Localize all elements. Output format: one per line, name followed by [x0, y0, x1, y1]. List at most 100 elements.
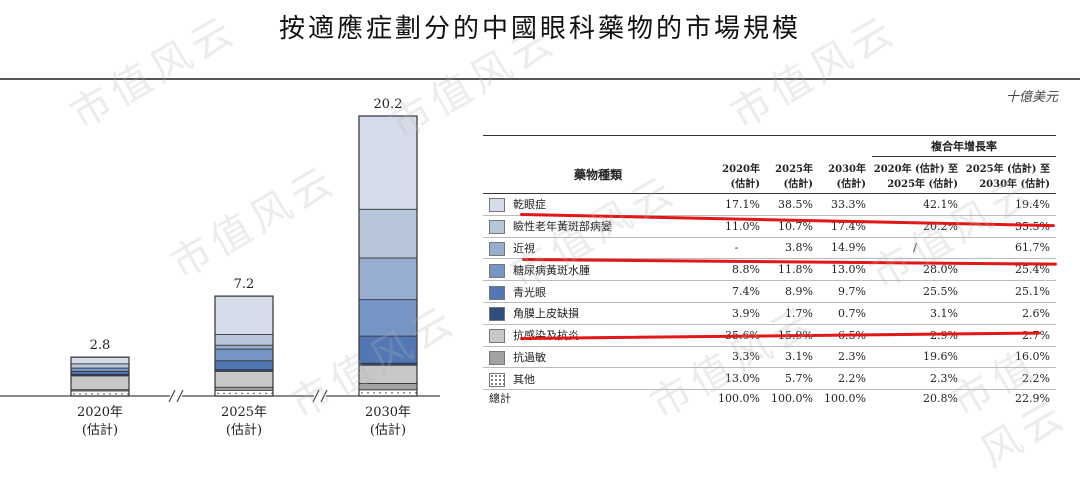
other-pattern-dot: [217, 392, 219, 395]
title-divider: [0, 78, 1080, 80]
row-label: 瞼性老年黃斑部病變: [483, 215, 713, 238]
table-cell: 19.4%: [964, 193, 1056, 216]
other-pattern-dot: [385, 392, 387, 394]
category-header: 藥物種類: [573, 168, 622, 183]
other-pattern-dot: [103, 393, 105, 395]
col-2030-header: 2030年 (估計): [828, 163, 866, 190]
x-tick-sublabel: (估計): [370, 422, 406, 438]
legend-swatch: [489, 263, 505, 278]
row-label: 乾眼症: [483, 193, 713, 216]
other-pattern-dot: [127, 393, 129, 395]
legend-swatch: [489, 372, 505, 387]
other-pattern-dot: [367, 392, 369, 394]
other-pattern-dot: [241, 392, 243, 395]
table-cell: 17.1%: [713, 193, 766, 216]
col-cagr-2025-2030-header: 2025年 (估計) 至 2030年 (估計): [965, 164, 1050, 190]
other-pattern-dot: [229, 392, 231, 395]
table-cell: 7.4%: [713, 280, 766, 303]
legend-swatch: [489, 350, 505, 365]
bar-segment-dme: [358, 299, 418, 337]
x-tick-sublabel: (估計): [226, 422, 262, 438]
total-cell: 100.0%: [718, 391, 760, 405]
other-pattern-dot: [373, 392, 375, 394]
legend-swatch: [489, 220, 505, 235]
table-cell: 3.8%: [766, 237, 819, 260]
other-pattern-dot: [115, 393, 117, 395]
other-pattern-dot: [361, 392, 363, 394]
legend-swatch: [489, 198, 505, 213]
row-name: 其他: [513, 372, 535, 386]
table-row: 近視 -3.8% 14.9%/61.7%: [483, 237, 1056, 260]
other-pattern-dot: [97, 393, 99, 395]
table-cell: 25.5%: [872, 280, 964, 303]
bar-segment-glaucoma: [70, 371, 130, 375]
axis-break-mark: [320, 389, 328, 403]
table-cell: 14.9%: [819, 237, 872, 260]
table-cell: 11.8%: [766, 258, 819, 282]
table-cell: 2.6%: [964, 302, 1056, 325]
bar-segment-glaucoma: [214, 360, 274, 371]
row-label: 角膜上皮缺損: [483, 302, 713, 325]
bar-segment-infection: [358, 364, 418, 384]
table-cell: 42.1%: [872, 193, 964, 216]
x-tick-label: 2030年: [365, 405, 411, 420]
bar-total-label: 20.2: [374, 97, 403, 112]
table-row: 乾眼症 17.1% 38.5% 33.3% 42.1% 19.4%: [483, 193, 1056, 216]
table-cell: 38.5%: [766, 193, 819, 216]
bar-segment-mgd: [358, 208, 418, 259]
table-cell: -: [713, 237, 766, 260]
table-cell: 13.0%: [819, 258, 872, 282]
x-tick-label: 2020年: [77, 405, 123, 420]
axis-break-mark: [168, 389, 176, 403]
other-pattern-dot: [259, 392, 261, 395]
table-cell: 33.3%: [819, 193, 872, 216]
other-pattern-dot: [253, 392, 255, 395]
total-row: 總計 100.0% 100.0% 100.0% 20.8% 22.9%: [483, 390, 1056, 407]
col-2020-header: 2020年 (估計): [722, 163, 760, 190]
table-cell: 8.9%: [766, 280, 819, 303]
stacked-bar-chart: 2.8 2020年 (估計) 7.2 2025年 (估計) 20.2 2030年 (估計): [0, 97, 440, 438]
bar-segment-allergy: [214, 386, 274, 391]
table-cell: 3.1%: [766, 346, 819, 369]
other-pattern-dot: [379, 392, 381, 394]
table-cell: 2.3%: [872, 367, 964, 391]
table-cell: 3.9%: [713, 302, 766, 325]
table-row: 抗過敏 3.3% 3.1% 2.3% 19.6% 16.0%: [483, 346, 1056, 369]
bar-total-label: 7.2: [234, 277, 255, 292]
bar-segment-myopia: [214, 344, 274, 350]
table-cell: 2.3%: [819, 346, 872, 369]
bar-segment-infection: [70, 375, 130, 391]
table-cell: 2.2%: [819, 367, 872, 391]
row-label: 糖尿病黃斑水腫: [483, 258, 713, 282]
legend-swatch: [489, 241, 505, 256]
bar-segment-dme: [214, 348, 274, 362]
table-cell: 5.7%: [766, 367, 819, 391]
bar-total-label: 2.8: [90, 338, 111, 353]
other-pattern-dot: [85, 393, 87, 395]
table-cell: 1.7%: [766, 302, 819, 325]
bar-segment-allergy: [358, 382, 418, 391]
row-name: 糖尿病黃斑水腫: [513, 263, 590, 277]
axis-break-mark: [312, 389, 320, 403]
col-cagr-2020-2025-header: 2020年 (估計) 至 2025年 (估計): [873, 164, 958, 190]
row-label: 近視: [483, 237, 713, 260]
axis-break-mark: [176, 389, 184, 403]
row-label: 青光眼: [483, 280, 713, 303]
total-cell: 100.0%: [771, 391, 813, 405]
table-row: 青光眼 7.4% 8.9% 9.7% 25.5% 25.1%: [483, 280, 1056, 303]
page-title: 按適應症劃分的中國眼科藥物的市場規模: [278, 14, 801, 44]
table-cell: 2.2%: [964, 367, 1056, 391]
row-label: 抗過敏: [483, 346, 713, 369]
bar-segment-dme: [70, 367, 130, 372]
unit-label: 十億美元: [1005, 90, 1058, 105]
bar-outline: [70, 356, 130, 397]
bar-segment-glaucoma: [358, 335, 418, 364]
other-pattern-dot: [109, 393, 111, 395]
table-row: 其他 13.0% 5.7% 2.2% 2.3% 2.2%: [483, 367, 1056, 391]
row-label: 其他: [483, 367, 713, 391]
total-cell: 100.0%: [824, 391, 866, 405]
bar-segment-infection: [214, 370, 274, 388]
row-name: 抗過敏: [513, 350, 546, 364]
other-pattern-dot: [409, 392, 411, 394]
